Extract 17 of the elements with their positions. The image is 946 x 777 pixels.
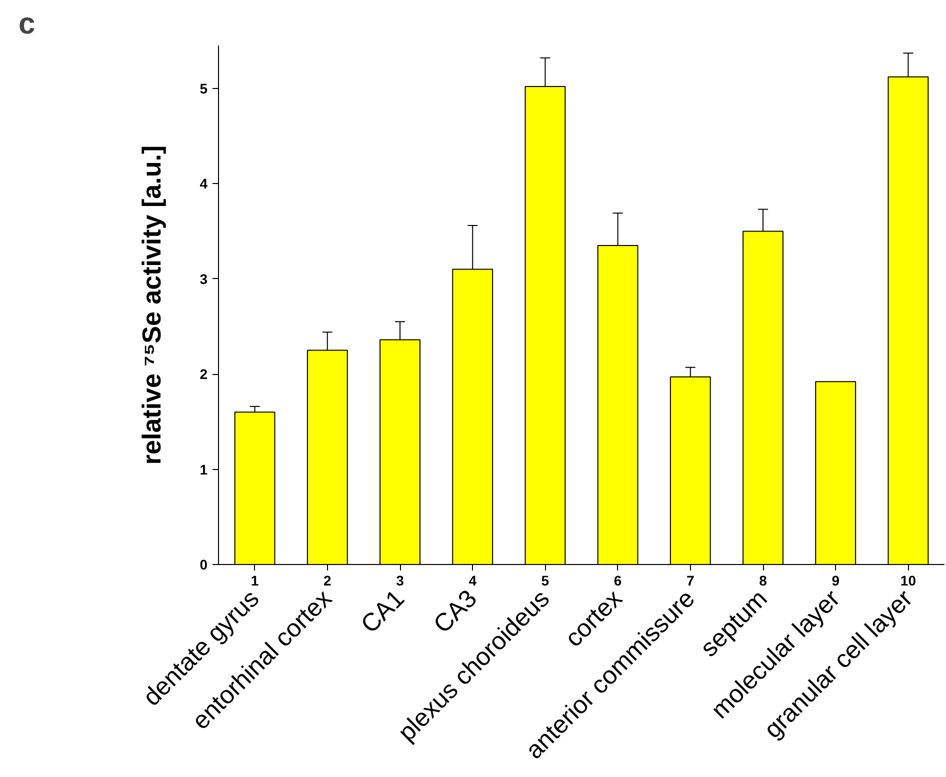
y-tick-label: 1 [200, 461, 208, 478]
x-tick-label: 6 [614, 572, 622, 588]
y-axis-title: relative ⁷⁵Se activity [a.u.] [136, 145, 167, 465]
x-tick-label: 7 [686, 572, 695, 588]
y-tick-label: 3 [200, 270, 208, 287]
y-tick-label: 5 [200, 80, 208, 96]
text: c [18, 8, 36, 40]
y-tick-label: 4 [200, 176, 208, 192]
x-tick-label: 2 [324, 572, 332, 588]
x-tick-label: 8 [759, 572, 768, 588]
x-tick-label: 9 [832, 572, 840, 588]
y-tick-label: 2 [200, 366, 208, 382]
x-tick-label: 4 [468, 572, 477, 588]
y-tick-label: 0 [200, 556, 208, 572]
x-tick-label: 5 [541, 572, 550, 588]
x-tick-label: 10 [900, 572, 916, 588]
x-tick-label: 1 [250, 572, 259, 588]
